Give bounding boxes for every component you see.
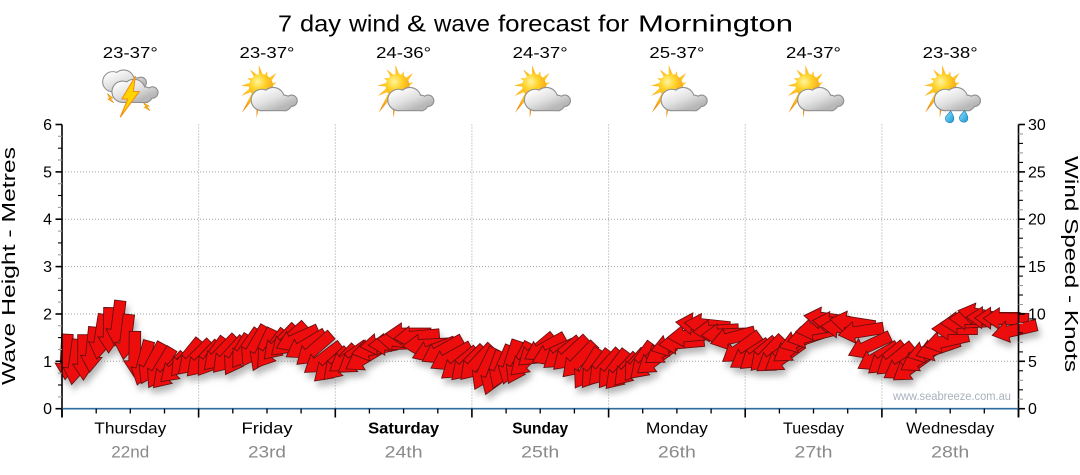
svg-text:15: 15 [1028,259,1046,276]
svg-text:24-37°: 24-37° [513,45,568,62]
svg-text:25: 25 [1028,164,1046,181]
svg-text:Wind Speed - Knots: Wind Speed - Knots [1061,156,1080,372]
svg-text:Sunday: Sunday [512,421,568,438]
svg-text:Saturday: Saturday [368,421,439,438]
svg-text:10: 10 [1028,307,1046,324]
svg-text:26th: 26th [658,443,696,462]
svg-text:27th: 27th [795,443,833,462]
svg-text:Monday: Monday [646,421,708,438]
svg-text:0: 0 [1028,401,1037,418]
svg-text:Mornington: Mornington [638,11,793,37]
svg-text:23-38°: 23-38° [923,45,978,62]
svg-text:Thursday: Thursday [94,421,166,438]
svg-text:6: 6 [43,117,52,134]
svg-text:Tuesday: Tuesday [783,421,844,438]
svg-text:3: 3 [43,259,52,276]
svg-text:forecast: forecast [498,11,591,37]
svg-text:23-37°: 23-37° [103,45,158,62]
svg-text:wave: wave [433,11,490,37]
svg-text:Wednesday: Wednesday [906,421,994,438]
svg-text:wind: wind [348,11,400,37]
svg-text:23-37°: 23-37° [240,45,295,62]
svg-text:7: 7 [278,11,292,37]
svg-text:24th: 24th [385,443,423,462]
svg-text:4: 4 [43,212,52,229]
svg-text:25th: 25th [521,443,559,462]
svg-text:Wave Height - Metres: Wave Height - Metres [0,147,19,385]
svg-text:24-37°: 24-37° [786,45,841,62]
svg-text:5: 5 [1028,354,1037,371]
svg-text:24-36°: 24-36° [376,45,431,62]
svg-text:Friday: Friday [242,421,293,438]
svg-text:1: 1 [43,354,52,371]
svg-text:20: 20 [1028,212,1046,229]
svg-text:for: for [598,11,629,37]
svg-text:22nd: 22nd [111,443,149,462]
svg-text:0: 0 [43,401,52,418]
svg-text:25-37°: 25-37° [649,45,704,62]
svg-text:2: 2 [43,307,52,324]
svg-text:www.seabreeze.com.au: www.seabreeze.com.au [892,391,1011,403]
svg-text:23rd: 23rd [248,443,286,462]
svg-text:28th: 28th [931,443,969,462]
svg-text:30: 30 [1028,117,1046,134]
svg-text:&: & [407,11,426,37]
svg-text:day: day [300,11,341,37]
svg-text:5: 5 [43,164,52,181]
